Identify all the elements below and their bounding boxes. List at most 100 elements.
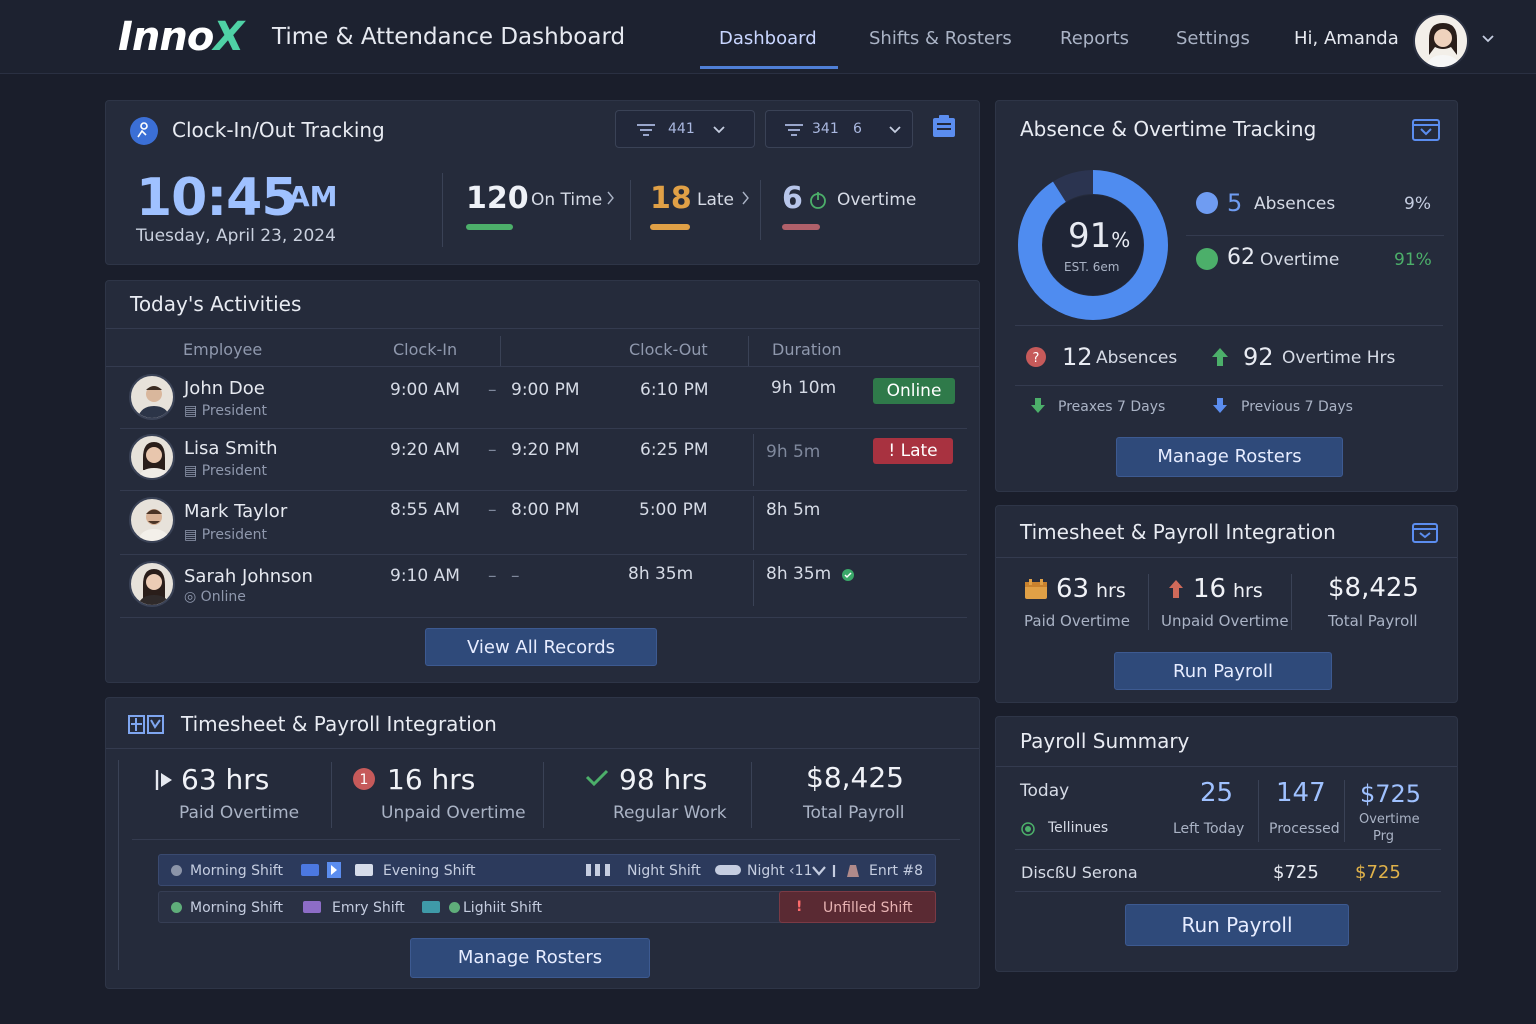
arrow-up-icon [1169,580,1183,598]
chevron-down-icon [812,865,836,877]
nav-shifts-rosters[interactable]: Shifts & Rosters [869,28,1012,49]
chevron-right-icon[interactable] [741,190,751,206]
divider [1258,780,1259,842]
filter-2-value: 341 [812,121,839,137]
grid-sync-icon [128,715,164,734]
user-avatar[interactable] [1413,13,1469,69]
col-employee: Employee [183,340,263,359]
shift-legend-bar[interactable]: Morning Shift Evening Shift Night Shift … [158,854,936,886]
donut-hole [1043,195,1143,295]
current-ampm: AM [288,180,338,213]
overtime-bar [782,224,820,230]
donut-overtime-arc [1018,170,1168,320]
arrow-down-icon [1213,398,1227,413]
nav-dashboard[interactable]: Dashboard [719,28,817,49]
divider [996,557,1457,558]
activities-panel [105,280,980,683]
overtime-label: Overtime [1359,812,1420,827]
chevron-down-icon[interactable] [1480,30,1496,46]
chevron-down-icon [889,126,901,134]
overtime-sublabel: Prg [1373,829,1394,844]
clipboard-icon[interactable] [931,114,957,140]
unpaid-overtime-value: 16 [1193,574,1227,604]
morning-shift-label: Morning Shift [190,863,283,879]
clock-out-time: 5:00 PM [639,500,708,520]
regular-work-value: 98 hrs [619,763,708,796]
filter-dropdown-1[interactable]: 441 [615,110,755,148]
flag-icon [327,862,341,878]
duration: 9h 10m [771,378,837,398]
svg-text:?: ? [1033,351,1040,366]
shift-end-time: – [511,566,520,586]
divider [630,180,631,240]
filter-2-extra: 6 [853,121,862,137]
calendar-icon [1025,579,1047,599]
calendar-download-icon[interactable] [1411,520,1439,544]
current-date: Tuesday, April 23, 2024 [136,226,336,246]
total-payroll-value: $8,425 [1328,573,1419,603]
nav-active-indicator [700,66,838,69]
overtime-legend-dot [1196,248,1218,270]
legend-dot [171,865,182,876]
processed-label: Processed [1269,821,1340,837]
overtime-legend-pct: 91% [1394,250,1432,270]
alert-icon: ! [796,899,803,915]
left-today-value: 25 [1200,778,1234,808]
calendar-download-icon[interactable] [1411,116,1441,142]
unfilled-shift-alert[interactable]: ! Unfilled Shift [779,891,936,923]
timesheet-main-title: Timesheet & Payroll Integration [181,712,497,736]
regular-work-label: Regular Work [613,803,727,823]
divider [118,760,119,970]
overtime-count: 6 [782,181,803,216]
divider [1186,235,1444,236]
avatar [129,561,175,607]
manage-rosters-button[interactable]: Manage Rosters [410,938,650,978]
avatar [129,374,175,420]
range-dash: – [488,566,497,586]
payroll-row-value-2: $725 [1355,862,1401,883]
on-time-count: 120 [466,181,529,216]
nav-reports[interactable]: Reports [1060,28,1130,49]
play-flag-icon [155,770,172,790]
run-payroll-button[interactable]: Run Payroll [1114,652,1332,690]
duration: 8h 35m [766,564,832,584]
radio-icon [1021,822,1035,836]
manage-rosters-button[interactable]: Manage Rosters [1116,437,1343,477]
chevron-right-icon[interactable] [606,190,616,206]
arrow-up-icon [1212,348,1228,366]
lighiit-shift-label: Lighiit Shift [463,900,542,916]
paid-overtime-value: 63 [1056,574,1090,604]
logo[interactable]: InnoX [118,14,244,60]
paid-overtime-value: 63 hrs [181,763,270,796]
evening-shift-label: Evening Shift [383,863,476,879]
filter-icon [637,124,655,136]
payroll-row-value-1: $725 [1273,862,1319,883]
morning-shift-label: Morning Shift [190,900,283,916]
col-clock-out: Clock-Out [629,340,708,359]
divider [331,762,332,828]
filter-dropdown-2[interactable]: 341 6 [765,110,913,148]
absences-count-label: Absences [1096,348,1178,368]
absences-legend-dot [1196,192,1218,214]
unfilled-shift-label: Unfilled Shift [823,900,913,916]
run-payroll-button[interactable]: Run Payroll [1125,904,1349,946]
late-count: 18 [650,181,692,216]
divider [442,173,443,247]
timesheet-side-title: Timesheet & Payroll Integration [1020,520,1336,544]
nav-settings[interactable]: Settings [1176,28,1250,49]
clock-out-time: 6:25 PM [640,440,709,460]
divider [120,428,967,429]
unpaid-overtime-label: Unpaid Overtime [381,803,526,823]
divider [760,180,761,240]
clock-in-time: 9:00 AM [390,380,460,400]
divider [500,336,501,366]
previous-7-days-right[interactable]: Previous 7 Days [1241,399,1353,415]
filter-1-value: 441 [668,121,695,137]
previous-7-days-left[interactable]: Preaxes 7 Days [1058,399,1166,415]
divider [996,766,1457,767]
legend-swatch [355,864,373,876]
range-dash: – [488,500,497,520]
night-11-label: Night ‹11 [747,863,813,879]
view-all-records-button[interactable]: View All Records [425,628,657,666]
donut-sublabel: EST. 6em [1064,260,1120,274]
